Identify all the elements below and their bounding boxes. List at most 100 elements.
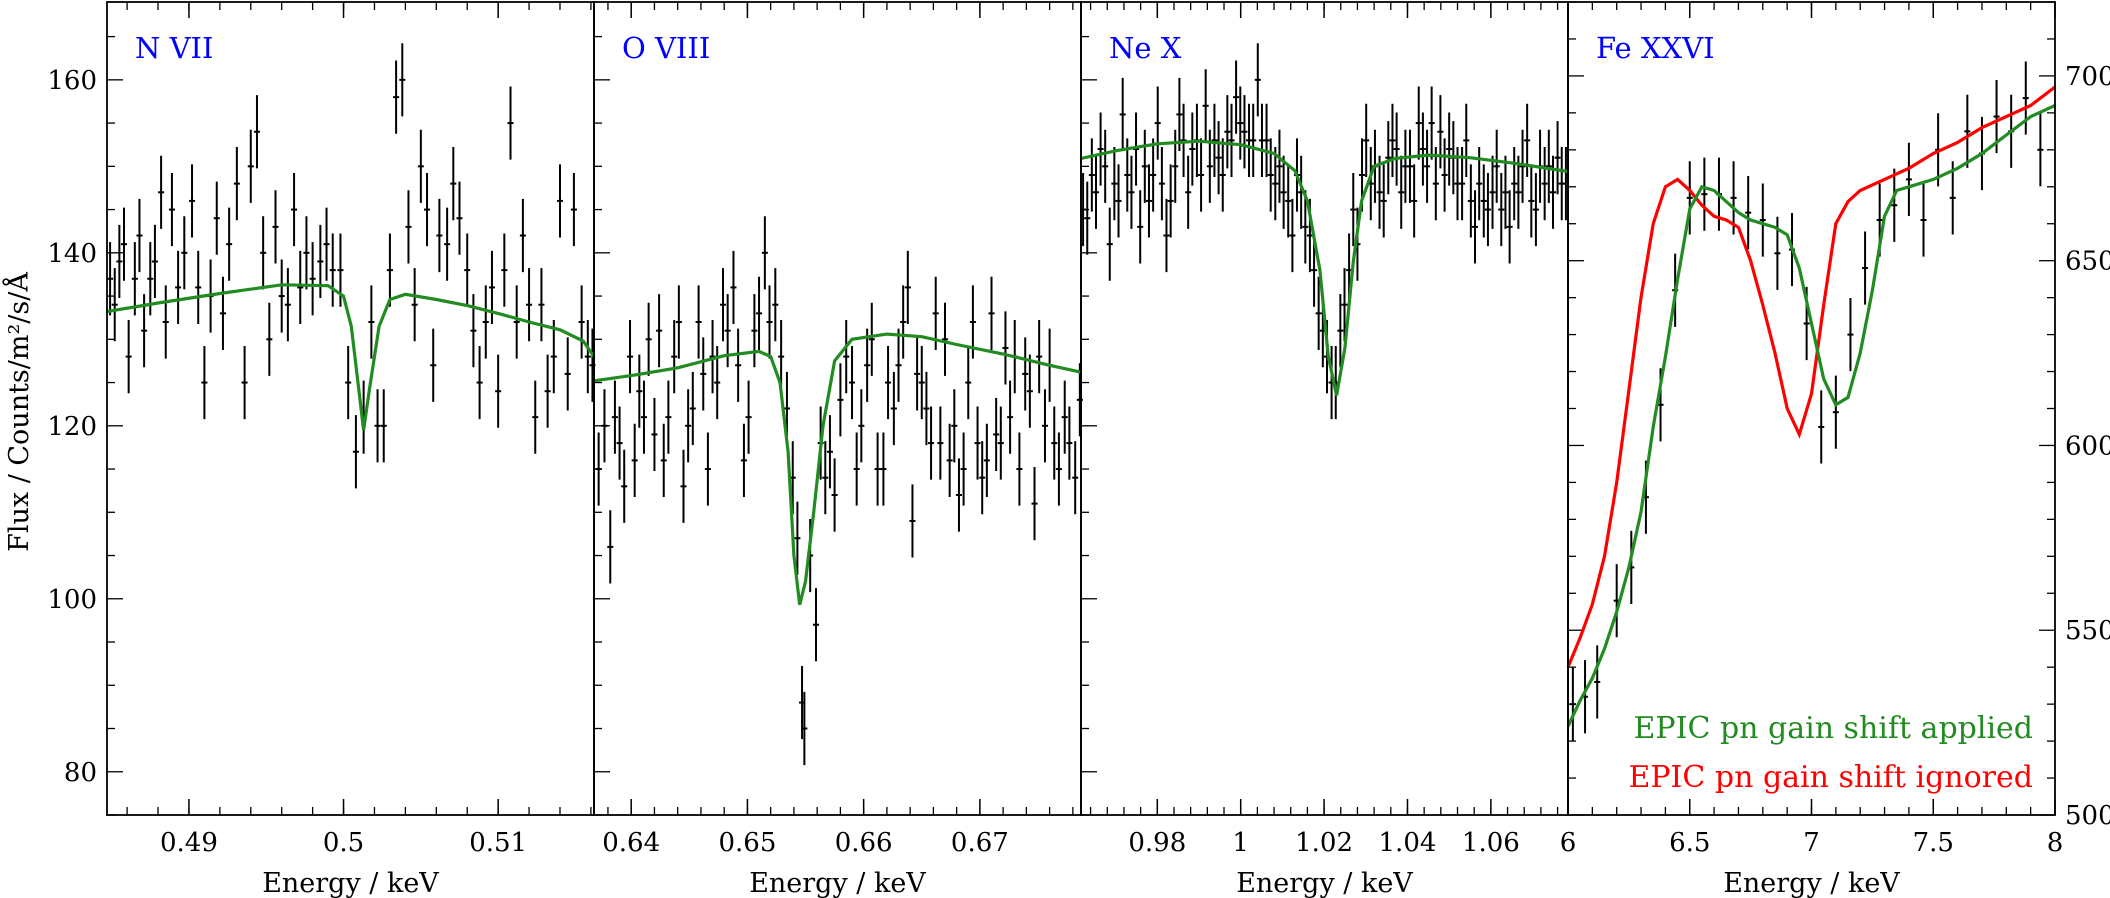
data-point (904, 250, 911, 324)
data-point (1280, 155, 1287, 229)
data-point (1506, 190, 1513, 264)
data-point (1432, 147, 1439, 221)
data-point (1119, 77, 1126, 152)
data-point (645, 302, 652, 376)
x-axis-title: Energy / keV (749, 868, 926, 898)
data-point (175, 250, 182, 324)
data-point (151, 224, 158, 299)
x-axis-title: Energy / keV (1723, 868, 1900, 898)
data-point (700, 337, 707, 411)
data-point (951, 389, 958, 463)
data-point (1285, 164, 1292, 238)
data-point (595, 432, 602, 506)
data-point (1176, 77, 1183, 152)
data-point (507, 86, 514, 160)
data-point (1528, 164, 1535, 238)
panel-n-vii: 0.49 0.5 0.51 80 100 120 140 160 N VII Energy / k… (47, 1, 596, 898)
data-point (544, 354, 551, 428)
model-line-gain-shift-applied (1080, 139, 1569, 396)
data-point (651, 397, 658, 472)
x-tick-label: 7.5 (1913, 828, 1954, 858)
data-point (849, 345, 856, 420)
panel-label: O VIII (622, 31, 710, 65)
data-point (519, 198, 526, 273)
data-point (1097, 112, 1104, 186)
data-point (946, 423, 953, 497)
data-point (868, 302, 875, 376)
data-point (874, 432, 881, 506)
x-tick-label: 0.65 (718, 828, 776, 858)
panels-group: 0.49 0.5 0.51 80 100 120 140 160 N VII Energy / k… (47, 1, 2110, 898)
x-tick-label: 0.49 (160, 828, 218, 858)
data-point (1380, 164, 1387, 238)
x-tick-label: 0.98 (1128, 828, 1186, 858)
data-point (1337, 294, 1344, 368)
x-tick-label: 0.66 (835, 828, 893, 858)
model-line-gain-shift-applied (1566, 104, 2056, 727)
data-point (168, 172, 175, 247)
data-point (2022, 61, 2029, 135)
data-point (941, 302, 949, 376)
data-point (864, 328, 871, 402)
data-point (1406, 129, 1413, 203)
data-point (689, 371, 696, 446)
data-point (399, 43, 406, 117)
data-point (826, 415, 833, 489)
data-point (1172, 129, 1179, 203)
panel-frame (593, 1, 1082, 816)
data-point (380, 389, 387, 463)
data-point (297, 250, 304, 324)
data-point (895, 328, 902, 402)
data-point (2037, 113, 2044, 187)
data-point (1594, 645, 1601, 719)
data-point (1180, 103, 1187, 177)
data-point (1228, 103, 1235, 177)
data-point (1545, 129, 1552, 203)
data-point (1459, 147, 1466, 221)
data-point (107, 242, 114, 316)
data-point (213, 181, 220, 255)
data-point (393, 60, 400, 134)
data-point (181, 216, 188, 290)
data-point (1905, 142, 1912, 216)
data-point (584, 320, 591, 394)
model-line-gain-shift-applied (106, 283, 596, 431)
data-point (900, 285, 907, 359)
x-tick-label: 6.5 (1669, 828, 1710, 858)
x-axis-title: Energy / keV (262, 868, 439, 898)
data-point (1051, 406, 1058, 480)
data-point (386, 233, 393, 307)
data-point (1022, 337, 1029, 411)
data-point (1137, 190, 1144, 264)
data-point (513, 285, 520, 359)
panel-ne-x: 0.98 1 1.02 1.04 1.06 Ne X Energy / keV (1080, 1, 1569, 898)
data-point (1847, 298, 1854, 372)
panel-frame (1567, 1, 2056, 816)
data-point (266, 302, 273, 376)
data-point (1832, 375, 1839, 449)
data-point (928, 406, 935, 480)
data-point (219, 276, 226, 350)
data-point (1389, 103, 1396, 177)
data-point (1055, 432, 1062, 506)
data-point (303, 216, 310, 290)
data-points (595, 216, 1083, 766)
data-point (1341, 268, 1348, 342)
data-point (1398, 155, 1405, 229)
data-point (909, 484, 916, 558)
data-point (1141, 129, 1148, 203)
data-point (1463, 103, 1470, 177)
data-point (719, 268, 727, 342)
data-point (241, 345, 248, 420)
data-point (111, 268, 118, 342)
data-point (822, 441, 829, 515)
data-points (1569, 61, 2044, 741)
y-right-tick-label: 700 (2065, 62, 2110, 92)
legend-entry: EPIC pn gain shift ignored (1628, 760, 2033, 795)
data-point (778, 320, 785, 394)
data-point (162, 285, 169, 359)
y-axis-title: Flux / Counts/m²/s/Å (2, 272, 35, 552)
data-point (444, 207, 451, 281)
x-tick-label: 1.06 (1462, 828, 1520, 858)
data-point (730, 250, 737, 324)
